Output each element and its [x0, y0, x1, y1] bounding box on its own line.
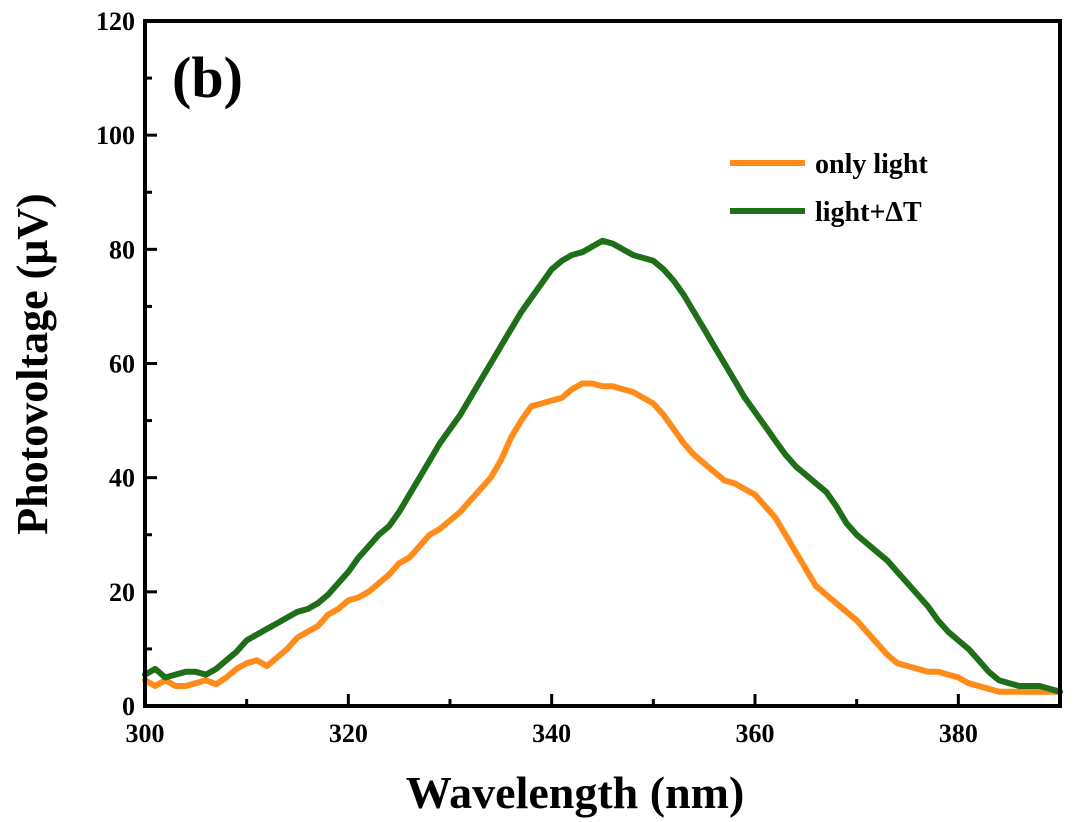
x-tick-label: 320: [329, 719, 368, 748]
series-line-1: [142, 380, 1063, 695]
series-line-2: [142, 237, 1063, 695]
ticks-layer: 300 320 340 360 380 0 20 40 60 80 100 120: [96, 7, 978, 748]
x-tick-label: 340: [532, 719, 571, 748]
y-tick-label: 40: [109, 464, 135, 493]
series-layer: [142, 237, 1063, 695]
y-tick-label: 100: [96, 121, 135, 150]
x-axis-title: Wavelength (nm): [406, 767, 745, 818]
x-tick-label: 300: [126, 719, 165, 748]
y-tick-label: 80: [109, 235, 135, 264]
x-tick-label: 360: [736, 719, 775, 748]
panel-label: (b): [172, 45, 243, 110]
y-tick-label: 20: [109, 578, 135, 607]
legend: only light light+ΔT: [730, 149, 928, 228]
x-tick-label: 380: [939, 719, 978, 748]
y-tick-label: 0: [122, 692, 135, 721]
y-tick-label: 60: [109, 350, 135, 379]
y-tick-label: 120: [96, 7, 135, 36]
y-axis-title: Photovoltage (μV): [8, 193, 57, 534]
legend-label-2: light+ΔT: [815, 197, 922, 228]
legend-label-1: only light: [815, 149, 928, 180]
